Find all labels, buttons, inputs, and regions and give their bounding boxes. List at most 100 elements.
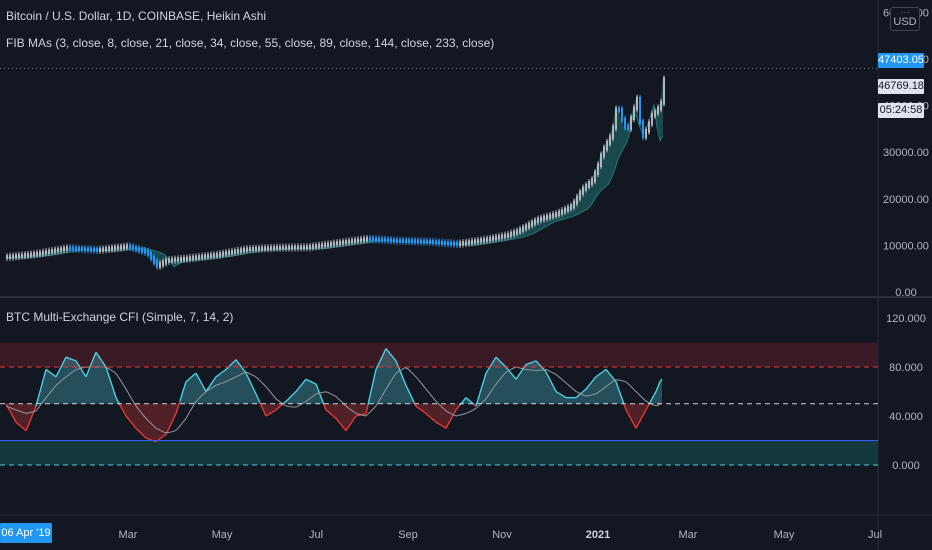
candle [327, 242, 329, 247]
cfi-area [508, 369, 510, 404]
candle [18, 253, 20, 259]
cfi-segment [107, 372, 111, 380]
cfi-segment [497, 358, 501, 362]
cfi-segment [49, 371, 53, 375]
cfi-segment [235, 359, 239, 363]
cfi-area [156, 403, 158, 442]
cfi-segment [537, 362, 541, 366]
study-title[interactable]: FIB MAs (3, close, 8, close, 21, close, … [6, 36, 495, 50]
cfi-segment [411, 397, 415, 403]
cfi-segment [7, 407, 11, 412]
cfi-area [588, 384, 590, 404]
cfi-area [432, 403, 434, 421]
candle [609, 135, 611, 145]
cfi-segment [491, 360, 495, 364]
cfi-segment [221, 370, 225, 373]
candle [240, 248, 242, 253]
currency-button[interactable]: ··· USD [890, 7, 920, 31]
cfi-segment [185, 379, 189, 383]
candle [324, 242, 326, 248]
candle [600, 153, 602, 168]
candle [348, 239, 350, 244]
cfi-area [140, 403, 142, 435]
candle [387, 237, 389, 243]
cfi-segment [485, 369, 489, 374]
cfi-area [232, 361, 234, 404]
symbol-title[interactable]: Bitcoin / U.S. Dollar, 1D, COINBASE, Hei… [6, 9, 267, 23]
cfi-area [524, 364, 526, 404]
cfi-area [128, 403, 130, 421]
candle [597, 163, 599, 176]
cfi-segment [631, 420, 635, 425]
cfi-segment [407, 389, 411, 395]
candle [303, 245, 305, 250]
time-axis[interactable]: Mar May Jul Sep Nov 2021 Mar May Jul [119, 529, 883, 541]
cfi-segment [131, 422, 135, 427]
cfi-area [54, 375, 56, 404]
candle [573, 200, 575, 209]
cfi-segment [143, 435, 147, 439]
candle [423, 239, 425, 244]
candle [579, 190, 581, 200]
cfi-area [48, 370, 50, 404]
cfi-area [484, 373, 486, 404]
price-tick-label: 10000.00 [883, 240, 929, 252]
cfi-segment [45, 368, 49, 372]
cfi-area [298, 386, 300, 404]
cfi-area [242, 367, 244, 404]
indicator-axis[interactable]: 0.000 40.000 80.000 120.000 [886, 313, 926, 472]
cfi-segment [381, 352, 385, 358]
cfi-segment [639, 416, 643, 422]
cfi-area [130, 403, 132, 424]
candle [552, 212, 554, 218]
cfi-segment [197, 376, 201, 381]
cfi-area [250, 381, 252, 404]
candle [162, 260, 164, 267]
cfi-segment [89, 361, 93, 368]
cfi-area [354, 403, 356, 419]
candle [474, 239, 476, 244]
candle [36, 251, 38, 257]
candles [6, 75, 665, 270]
candle [447, 241, 449, 246]
cfi-segment [461, 399, 465, 403]
candle [516, 229, 518, 235]
cfi-segment [423, 411, 427, 415]
cfi-area [564, 396, 566, 404]
candle [81, 246, 83, 252]
cfi-area [378, 361, 380, 404]
candle [657, 106, 659, 115]
candle [336, 241, 338, 246]
cfi-area [428, 403, 430, 417]
time-tick-label: Mar [679, 529, 698, 541]
cfi-segment [299, 383, 303, 388]
candle [339, 240, 341, 246]
cfi-area [430, 403, 432, 419]
candle [246, 247, 248, 252]
candle [204, 254, 206, 259]
candle [117, 245, 119, 250]
cfi-area [56, 372, 58, 404]
candle [606, 140, 608, 151]
cfi-area [206, 388, 208, 404]
cfi-area [572, 397, 574, 404]
cfi-area [188, 378, 190, 404]
cfi-area [92, 357, 94, 404]
candle [114, 245, 116, 251]
candle [69, 246, 71, 251]
cfi-segment [121, 408, 125, 413]
cfi-segment [373, 369, 377, 379]
candle [333, 241, 335, 246]
cfi-segment [79, 366, 83, 371]
cfi-segment [225, 366, 229, 370]
indicator-title[interactable]: BTC Multi-Exchange CFI (Simple, 7, 14, 2… [6, 310, 234, 324]
candle [588, 180, 590, 188]
cfi-segment [495, 356, 499, 360]
cfi-area [344, 403, 346, 431]
candle [105, 246, 107, 252]
cfi-segment [323, 404, 327, 411]
candle [126, 244, 128, 249]
cfi-segment [327, 411, 331, 414]
candle [384, 237, 386, 242]
